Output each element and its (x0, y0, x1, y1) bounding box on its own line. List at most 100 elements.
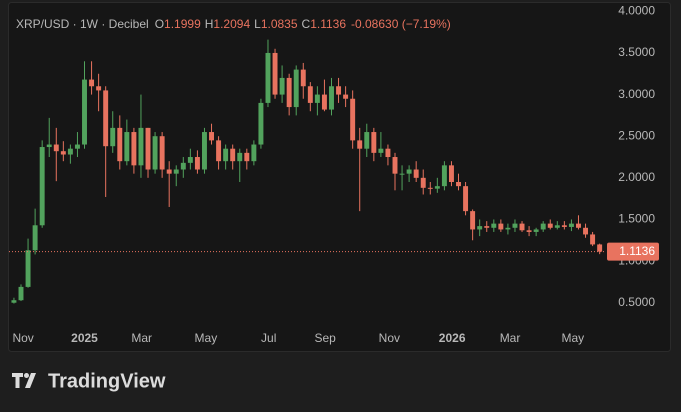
candle-body (406, 169, 412, 174)
legend-item: -0.08630 (−7.19%) (351, 17, 451, 31)
candle-body (223, 148, 229, 162)
candle-body (300, 69, 306, 87)
plot: 0.50001.00001.50002.00002.50003.00003.50… (9, 3, 659, 345)
brand[interactable]: TradingView (48, 370, 166, 392)
legend-item: 1.2094 (213, 17, 250, 31)
legend-item: L (254, 17, 261, 31)
candle-body (597, 244, 603, 252)
candle-body (209, 132, 214, 141)
candle-body (145, 127, 151, 170)
x-tick-label: Jul (261, 331, 276, 345)
candle-body (244, 152, 250, 162)
candle-body (441, 165, 447, 187)
candle-body (470, 211, 476, 230)
candle-body (491, 223, 497, 228)
x-tick-label: May (561, 331, 584, 345)
candle-body (547, 223, 553, 228)
candle-body (258, 102, 264, 145)
candle-body (434, 186, 440, 189)
x-tick-label: Nov (379, 331, 400, 345)
legend-item: H (205, 17, 214, 31)
candle-body (533, 229, 539, 232)
candle-body (25, 250, 31, 287)
y-tick-label: 2.0000 (618, 170, 655, 184)
candle-body (166, 169, 172, 174)
legend-item: XRP/USD · 1W · Decibel (16, 17, 149, 31)
x-tick-label: Nov (12, 331, 33, 345)
x-tick-label: 2025 (71, 331, 98, 345)
candle-body (82, 79, 87, 145)
candle-body (293, 69, 299, 108)
candle-body (279, 77, 285, 95)
candle-body (364, 132, 370, 149)
candle-body (152, 136, 158, 170)
candle-body (202, 132, 207, 170)
legend-item: C (302, 17, 311, 31)
candle-body (96, 86, 102, 91)
candle-body (307, 86, 313, 103)
candle-body (159, 136, 165, 170)
candle-body (251, 144, 257, 162)
candle-body (448, 165, 454, 182)
candle-body (350, 98, 356, 141)
candle-body (131, 132, 137, 166)
candle-body (46, 144, 52, 148)
y-tick-label: 3.0000 (618, 87, 655, 101)
candle-body (32, 225, 38, 251)
candle-body (216, 140, 222, 162)
x-tick-label: May (195, 331, 218, 345)
candle-body (357, 140, 363, 149)
candle-body (89, 79, 95, 87)
candle-body (173, 169, 179, 174)
y-tick-label: 2.5000 (618, 128, 655, 142)
candle-body (237, 152, 243, 162)
candle-body (117, 127, 123, 162)
candle-body (60, 151, 66, 155)
logo-icon (12, 373, 36, 388)
y-tick-label: 1.5000 (618, 212, 655, 226)
candle-body (11, 300, 17, 303)
x-tick-label: Sep (314, 331, 336, 345)
candle-body (498, 223, 504, 230)
candle-body (590, 234, 596, 245)
candle-body (53, 144, 59, 152)
legend-item: 1.1999 (164, 17, 201, 31)
candle-body (399, 173, 405, 175)
candle-body (110, 127, 116, 147)
y-tick-label: 3.5000 (618, 45, 655, 59)
y-tick-label: 4.0000 (618, 3, 655, 17)
candle-body (272, 52, 278, 95)
candle-body (427, 187, 433, 189)
candle-body (180, 162, 186, 170)
chart-panel (8, 2, 671, 352)
candle-body (583, 227, 589, 235)
candle-body (371, 132, 377, 153)
legend: XRP/USD · 1W · Decibel O1.1999 H1.2094 L1.0… (16, 17, 451, 31)
legend-item: 1.0835 (261, 17, 298, 31)
candle-body (477, 226, 483, 230)
candle-body (463, 186, 469, 212)
candle-body (540, 223, 546, 230)
x-tick-label: 2026 (439, 331, 466, 345)
candle-body (526, 230, 532, 232)
legend-item: 1.1136 (310, 17, 346, 31)
candle-body (413, 169, 419, 178)
candle-body (343, 94, 349, 99)
candle-body (187, 157, 193, 163)
x-tick-label: Mar (131, 331, 152, 345)
candle-body (484, 226, 490, 228)
candle-body (561, 225, 567, 227)
candle-body (329, 86, 334, 110)
candle-body (18, 286, 24, 301)
candle-body (385, 148, 391, 158)
candle-body (124, 132, 130, 162)
candle-body (505, 227, 511, 230)
candle-body (314, 94, 320, 103)
candle-body (103, 90, 109, 147)
x-tick-label: Mar (500, 331, 521, 345)
candle-body (74, 144, 80, 149)
candle-body (194, 157, 200, 170)
candle-body (67, 148, 73, 155)
candle-body (420, 177, 426, 188)
